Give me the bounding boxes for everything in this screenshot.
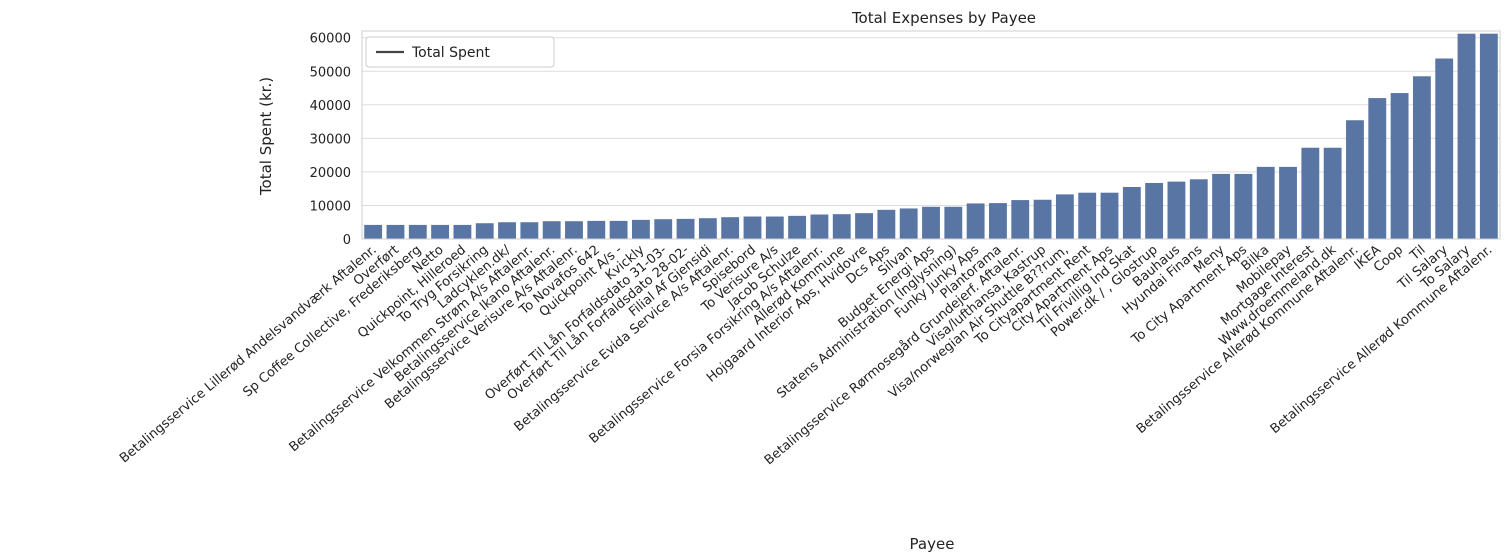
bar — [1323, 147, 1342, 239]
y-tick-label: 10000 — [310, 199, 351, 214]
bar — [475, 223, 494, 239]
bar — [1078, 192, 1097, 239]
x-tick-label: Betalingsservice Velkommen Strøm A/s Aft… — [287, 243, 536, 456]
y-tick-label: 0 — [343, 233, 351, 248]
bar — [1122, 187, 1141, 239]
bar — [386, 224, 405, 239]
legend: Total Spent — [365, 36, 555, 68]
bar — [989, 203, 1007, 239]
bar — [877, 209, 896, 239]
bar — [944, 206, 963, 239]
bar — [676, 218, 695, 239]
legend-label: Total Spent — [411, 45, 490, 61]
bar — [810, 214, 829, 239]
plot-frame-group — [361, 30, 1501, 240]
bar — [1412, 76, 1431, 240]
bar — [1390, 93, 1409, 239]
bar — [1435, 58, 1454, 240]
bar — [431, 224, 450, 239]
bar — [1368, 98, 1387, 239]
chart-title: Total Expenses by Payee — [851, 9, 1036, 27]
bar — [743, 216, 762, 239]
bar — [565, 221, 583, 239]
bar — [1346, 120, 1364, 239]
bar — [587, 220, 606, 239]
y-tick-label: 20000 — [310, 166, 351, 181]
bar — [1301, 147, 1320, 239]
bar — [520, 222, 539, 239]
bar — [631, 219, 650, 239]
y-tick-label: 30000 — [310, 132, 351, 147]
bar — [1279, 166, 1297, 239]
bar — [832, 214, 851, 239]
bar — [721, 217, 740, 239]
bar — [1100, 192, 1119, 239]
bar — [609, 220, 628, 239]
bar — [1167, 181, 1186, 239]
x-tick-label: Betalingsservice Lillerød Andelsvandværk… — [117, 243, 380, 467]
bar — [1256, 166, 1275, 239]
x-axis-ticks: Betalingsservice Lillerød Andelsvandværk… — [117, 242, 1495, 468]
y-axis-ticks: 0 10000 20000 30000 40000 50000 60000 — [310, 32, 351, 248]
y-tick-label: 60000 — [310, 32, 351, 47]
bar — [1011, 200, 1030, 239]
plot-border — [361, 30, 1501, 240]
bar — [1212, 173, 1231, 239]
bar — [765, 216, 784, 239]
bar — [1189, 179, 1208, 239]
bar — [922, 206, 940, 239]
bar — [966, 203, 985, 239]
bar — [542, 221, 561, 239]
y-axis-label: Total Spent (kr.) — [257, 77, 275, 196]
bar — [1145, 182, 1164, 239]
bar — [408, 224, 427, 239]
bar — [788, 215, 807, 239]
y-tick-label: 50000 — [310, 65, 351, 80]
bars — [364, 33, 1498, 240]
x-axis-label: Payee — [910, 535, 955, 553]
bar — [1055, 194, 1074, 239]
bar — [1457, 33, 1476, 240]
bar — [364, 224, 383, 239]
bar — [698, 218, 717, 239]
bar — [855, 213, 873, 239]
bar — [899, 208, 918, 239]
legend-box — [365, 36, 555, 68]
bar — [1234, 173, 1253, 239]
y-tick-label: 40000 — [310, 99, 351, 114]
bar — [654, 219, 673, 239]
bar — [453, 224, 472, 239]
bar — [498, 222, 516, 239]
bar — [1479, 33, 1498, 240]
bar — [1033, 199, 1052, 239]
